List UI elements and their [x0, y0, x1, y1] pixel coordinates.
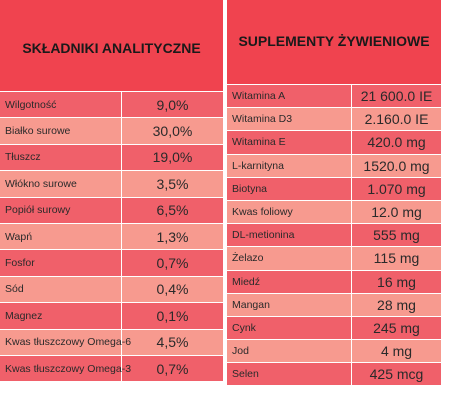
- row-value: 1520.0 mg: [363, 157, 430, 174]
- table-row: Witamina A 21 600.0 IE: [227, 84, 441, 108]
- table-row: Selen 425 mcg: [227, 362, 441, 386]
- table-row: L-karnityna 1520.0 mg: [227, 153, 441, 177]
- table-row: Wapń 1,3%: [0, 222, 223, 250]
- row-label: Selen: [227, 363, 352, 386]
- row-label: Włókno surowe: [0, 171, 122, 197]
- row-value: 19,0%: [152, 149, 193, 166]
- supplements-title: SUPLEMENTY ŻYWIENIOWE: [227, 0, 441, 84]
- table-row: Kwas tłuszczowy Omega-3 0,7%: [0, 354, 223, 382]
- table-row: Kwas tłuszczowy Omega-6 4,5%: [0, 328, 223, 355]
- table-row: Mangan 28 mg: [227, 292, 441, 316]
- table-row: Białko surowe 30,0%: [0, 117, 223, 144]
- table-row: Witamina E 420.0 mg: [227, 130, 441, 154]
- table-row: Żelazo 115 mg: [227, 246, 441, 270]
- row-value: 115 mg: [373, 250, 420, 267]
- row-label: Magnez: [0, 303, 122, 329]
- row-label: DL-metionina: [227, 224, 352, 247]
- table-row: Biotyna 1.070 mg: [227, 176, 441, 200]
- row-value: 28 mg: [377, 296, 416, 313]
- row-value: 0,7%: [156, 360, 189, 377]
- row-value: 0,7%: [156, 255, 189, 272]
- row-label: Kwas tłuszczowy Omega-3: [0, 355, 131, 382]
- row-label: Kwas tłuszczowy Omega-6: [0, 329, 131, 355]
- row-label: Cynk: [227, 316, 352, 340]
- table-row: Kwas foliowy 12.0 mg: [227, 199, 441, 224]
- row-value: 16 mg: [377, 273, 416, 290]
- table-row: Witamina D3 2.160.0 IE: [227, 107, 441, 131]
- row-label: Biotyna: [227, 177, 352, 200]
- row-value: 1.070 mg: [367, 180, 426, 197]
- analytical-components-title: SKŁADNIKI ANALITYCZNE: [0, 0, 223, 91]
- table-row: Popiół surowy 6,5%: [0, 196, 223, 223]
- row-label: Wapń: [0, 223, 122, 250]
- table-row: Jod 4 mg: [227, 339, 441, 363]
- row-label: Miedź: [227, 270, 352, 293]
- row-value: 420.0 mg: [367, 134, 426, 151]
- row-value: 245 mg: [373, 319, 420, 336]
- row-value: 30,0%: [152, 123, 193, 140]
- table-row: DL-metionina 555 mg: [227, 223, 441, 247]
- row-label: Żelazo: [227, 247, 352, 270]
- row-label: Tłuszcz: [0, 144, 122, 171]
- supplements-rows: Witamina A 21 600.0 IE Witamina D3 2.160.0 …: [227, 84, 441, 386]
- row-label: Białko surowe: [0, 118, 122, 144]
- row-value: 0,1%: [156, 307, 189, 324]
- row-value: 12.0 mg: [371, 204, 422, 221]
- row-value: 4 mg: [380, 343, 413, 360]
- row-label: Mangan: [227, 293, 352, 316]
- table-row: Fosfor 0,7%: [0, 249, 223, 276]
- supplements-table: SUPLEMENTY ŻYWIENIOWE Witamina A 21 600.0…: [227, 0, 441, 386]
- row-value: 9,0%: [156, 96, 189, 113]
- row-label: Popiół surowy: [0, 197, 122, 223]
- row-label: Sód: [0, 276, 122, 303]
- row-value: 6,5%: [156, 202, 189, 219]
- row-value: 425 mcg: [369, 366, 424, 383]
- table-row: Cynk 245 mg: [227, 315, 441, 340]
- row-value: 21 600.0 IE: [360, 88, 433, 105]
- row-value: 3,5%: [156, 175, 189, 192]
- row-label: Wilgotność: [0, 92, 122, 118]
- table-row: Sód 0,4%: [0, 275, 223, 303]
- row-label: Kwas foliowy: [227, 200, 352, 224]
- row-value: 4,5%: [156, 334, 189, 351]
- row-label: Witamina D3: [227, 108, 352, 131]
- row-label: Jod: [227, 340, 352, 363]
- table-row: Wilgotność 9,0%: [0, 91, 223, 118]
- row-label: L-karnityna: [227, 154, 352, 177]
- row-label: Witamina A: [227, 85, 352, 108]
- row-value: 2.160.0 IE: [364, 111, 429, 128]
- row-label: Witamina E: [227, 131, 352, 154]
- row-value: 1,3%: [156, 228, 189, 245]
- row-value: 555 mg: [373, 227, 420, 244]
- table-row: Miedź 16 mg: [227, 269, 441, 293]
- analytical-components-table: SKŁADNIKI ANALITYCZNE Wilgotność 9,0% Biał…: [0, 0, 223, 382]
- analytical-components-rows: Wilgotność 9,0% Białko surowe 30,0% Tłuszcz 1…: [0, 91, 223, 382]
- table-row: Magnez 0,1%: [0, 302, 223, 329]
- table-row: Tłuszcz 19,0%: [0, 143, 223, 171]
- row-value: 0,4%: [156, 281, 189, 298]
- row-label: Fosfor: [0, 250, 122, 276]
- table-row: Włókno surowe 3,5%: [0, 170, 223, 197]
